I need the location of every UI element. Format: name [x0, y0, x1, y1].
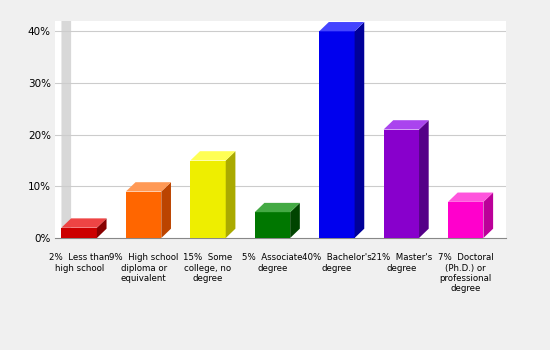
- Text: 40%  Bachelor's
degree: 40% Bachelor's degree: [302, 253, 372, 273]
- Polygon shape: [355, 22, 364, 238]
- FancyBboxPatch shape: [62, 228, 97, 238]
- Text: 5%  Associate
degree: 5% Associate degree: [242, 253, 302, 273]
- Polygon shape: [319, 22, 364, 32]
- Polygon shape: [62, 218, 107, 228]
- Polygon shape: [126, 182, 171, 191]
- Text: 9%  High school
diploma or
equivalent: 9% High school diploma or equivalent: [109, 253, 178, 283]
- FancyBboxPatch shape: [383, 130, 419, 238]
- Text: 21%  Master's
degree: 21% Master's degree: [371, 253, 432, 273]
- Polygon shape: [62, 12, 71, 238]
- FancyBboxPatch shape: [190, 161, 226, 238]
- Polygon shape: [290, 203, 300, 238]
- Polygon shape: [226, 151, 235, 238]
- FancyBboxPatch shape: [126, 191, 161, 238]
- Text: 2%  Less than
high school: 2% Less than high school: [49, 253, 109, 273]
- Polygon shape: [383, 120, 428, 130]
- FancyBboxPatch shape: [255, 212, 290, 238]
- Polygon shape: [448, 193, 493, 202]
- Polygon shape: [97, 218, 107, 238]
- Text: 7%  Doctoral
(Ph.D.) or
professional
degree: 7% Doctoral (Ph.D.) or professional degr…: [438, 253, 493, 293]
- FancyBboxPatch shape: [448, 202, 483, 238]
- Polygon shape: [483, 193, 493, 238]
- Polygon shape: [161, 182, 171, 238]
- Text: 15%  Some
college, no
degree: 15% Some college, no degree: [183, 253, 233, 283]
- FancyBboxPatch shape: [319, 32, 355, 238]
- Polygon shape: [190, 151, 235, 161]
- Polygon shape: [419, 120, 428, 238]
- Polygon shape: [255, 203, 300, 212]
